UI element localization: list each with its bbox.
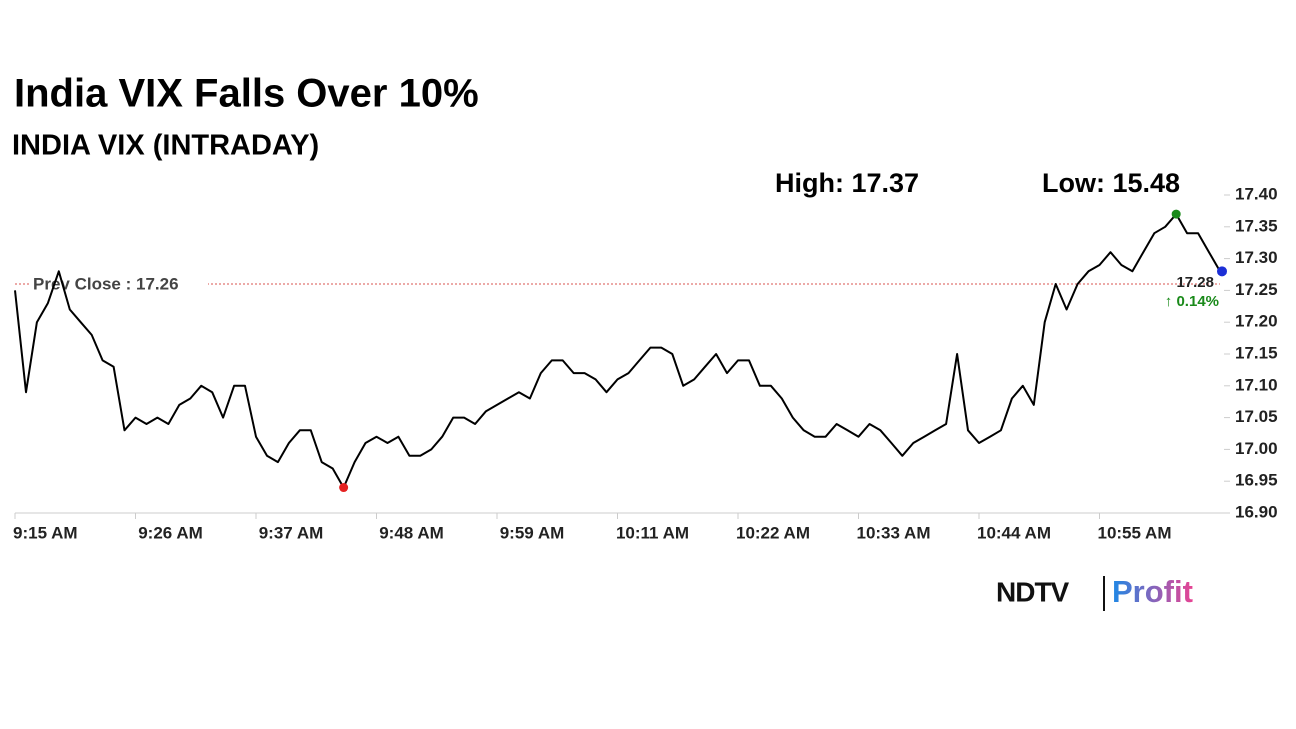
x-tick-label: 9:15 AM [13,523,78,542]
x-tick-label: 9:37 AM [259,523,324,542]
x-tick-label: 9:59 AM [500,523,565,542]
x-tick-label: 9:48 AM [379,523,444,542]
y-tick-label: 17.05 [1235,407,1278,426]
x-tick-label: 10:44 AM [977,523,1051,542]
last-value-label: 17.28 [1176,274,1214,291]
low-label: Low: 15.48 [1042,168,1180,198]
x-tick-label: 10:11 AM [616,523,689,542]
x-tick-label: 9:26 AM [138,523,203,542]
y-tick-label: 16.90 [1235,502,1278,521]
y-tick-label: 16.95 [1235,471,1278,490]
y-tick-label: 17.00 [1235,439,1278,458]
x-tick-label: 10:55 AM [1097,523,1171,542]
logo-left: NDTV [996,576,1070,607]
y-tick-label: 17.25 [1235,280,1278,299]
change-label: ↑ 0.14% [1165,293,1219,310]
high-marker [1171,209,1181,219]
logo-right: Profit [1112,574,1193,609]
prev-close-label: Prev Close : 17.26 [33,275,179,294]
chart-title: India VIX Falls Over 10% [14,72,479,116]
y-tick-label: 17.15 [1235,343,1278,362]
y-tick-label: 17.30 [1235,248,1278,267]
low-marker [339,483,349,493]
line [14,213,1221,489]
high-label: High: 17.37 [775,168,919,198]
x-tick-label: 10:22 AM [736,523,810,542]
x-tick-label: 10:33 AM [856,523,930,542]
y-tick-label: 17.20 [1235,312,1278,331]
chart-subtitle: INDIA VIX (INTRADAY) [12,130,319,162]
last-marker [1217,266,1227,277]
prev-close-bg [30,273,208,294]
y-tick-label: 17.10 [1235,375,1278,394]
y-tick-label: 17.40 [1235,184,1278,203]
y-tick-label: 17.35 [1235,216,1278,235]
